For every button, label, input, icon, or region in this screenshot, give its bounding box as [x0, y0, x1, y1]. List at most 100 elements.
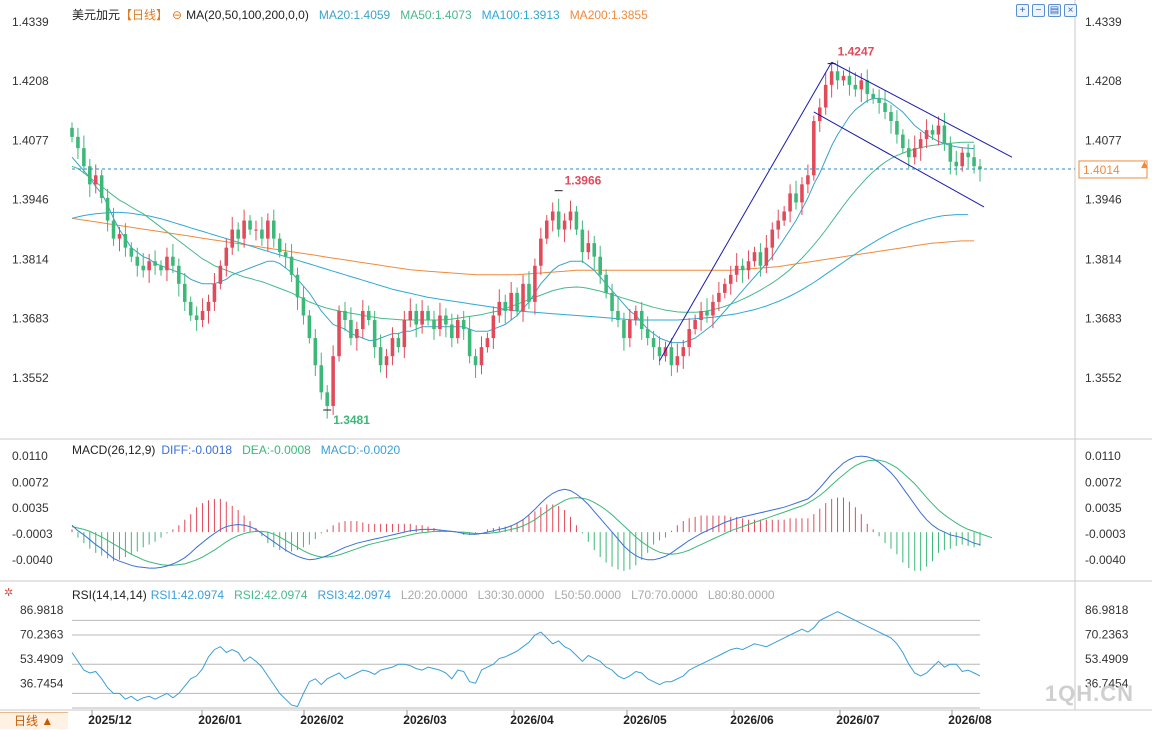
candle-body: [556, 211, 561, 230]
price-tick-left: 1.4339: [12, 15, 49, 29]
candle-body: [651, 338, 656, 348]
candle-body: [930, 130, 935, 135]
date-tick-label: 2026/07: [836, 713, 880, 727]
candle-body: [912, 148, 917, 158]
candle-body: [687, 329, 691, 348]
candle-body: [752, 252, 757, 262]
candle-body: [800, 184, 804, 203]
candle-body: [485, 338, 490, 348]
candle-body: [384, 356, 389, 366]
rsi-settings-icon[interactable]: ✲: [4, 587, 14, 599]
candle-body: [497, 301, 502, 316]
candle-body: [693, 320, 697, 330]
macd-tick-right: 0.0072: [1085, 475, 1122, 489]
candle-body: [901, 134, 905, 149]
candle-body: [521, 283, 525, 311]
candle-body: [473, 356, 478, 366]
candle-body: [580, 229, 585, 253]
macd-tick-right: -0.0003: [1085, 527, 1126, 541]
candle-body: [681, 347, 686, 357]
candle-body: [586, 243, 591, 253]
candle-body: [533, 265, 537, 302]
last-price-box: [1078, 160, 1148, 179]
candle-body: [817, 107, 822, 122]
candle-body: [212, 283, 217, 302]
candle-body: [942, 125, 947, 144]
candle-body: [123, 234, 128, 248]
candle-body: [467, 329, 472, 357]
date-tick-label: 2026/05: [623, 713, 667, 727]
ma100-line: [71, 211, 969, 321]
candle-body: [574, 211, 579, 230]
candle-body: [301, 297, 306, 316]
candle-body: [444, 315, 448, 325]
candle-body: [806, 175, 810, 185]
candle-body: [663, 347, 668, 357]
price-tick-right: 1.3683: [1085, 312, 1122, 326]
macd-tick-right: 0.0035: [1085, 501, 1122, 515]
candle-body: [325, 392, 329, 406]
price-tick-right: 1.4339: [1085, 15, 1122, 29]
period-tab[interactable]: 日线 ▲: [0, 712, 68, 729]
candle-body: [372, 320, 377, 348]
candle-body: [782, 211, 786, 221]
settings-icon[interactable]: ▤: [1048, 4, 1061, 17]
candle-body: [711, 301, 715, 316]
ma200-legend: MA200:1.3855: [569, 8, 648, 22]
period-label: 【日线】: [120, 8, 169, 22]
price-tick-left: 1.3552: [12, 371, 49, 385]
candle-body: [165, 256, 169, 271]
candle-body: [657, 347, 662, 357]
rsi-tick-left: 86.9818: [20, 603, 64, 617]
candle-body: [758, 252, 763, 266]
candle-body: [366, 310, 371, 321]
rsi2-legend: RSI2:42.0974: [234, 588, 308, 602]
candle-body: [592, 243, 597, 257]
candle-body: [764, 247, 769, 266]
ma100-legend: MA100:1.3913: [481, 8, 560, 22]
candle-body: [515, 292, 519, 311]
candle-body: [414, 310, 418, 325]
candle-body: [740, 265, 745, 271]
date-tick-label: 2026/03: [403, 713, 447, 727]
ma50-legend: MA50:1.4073: [400, 8, 472, 22]
candle-body: [853, 84, 858, 90]
toolbar: + − ▤ ×: [1016, 4, 1077, 17]
date-tick-label: 2026/06: [730, 713, 774, 727]
candle-body: [260, 229, 264, 239]
rsi-tick-right: 70.2363: [1085, 628, 1129, 642]
candle-body: [770, 229, 775, 248]
candle-body: [918, 139, 923, 149]
price-tick-right: 1.3552: [1085, 371, 1122, 385]
candle-body: [390, 338, 395, 357]
rsi-tick-right: 53.4909: [1085, 652, 1129, 666]
candle-body: [604, 274, 608, 293]
macd-tick-right: -0.0040: [1085, 553, 1126, 567]
candle-body: [248, 220, 252, 230]
main-legend: 美元加元【日线】 ⊖ MA(20,50,100,200,0,0) MA20:1.405…: [72, 6, 658, 23]
candle-body: [93, 175, 98, 185]
candle-body: [153, 261, 157, 266]
candle-body: [182, 283, 187, 302]
candle-body: [723, 283, 727, 293]
candle-body: [598, 256, 602, 275]
candle-body: [841, 75, 846, 81]
candle-body: [135, 256, 140, 266]
candle-body: [224, 247, 229, 266]
candle-body: [734, 265, 739, 275]
candle-body: [788, 193, 792, 212]
candle-body: [883, 102, 887, 112]
zoom-in-icon[interactable]: +: [1016, 4, 1029, 17]
price-tick-right: 1.4208: [1085, 74, 1122, 88]
candle-body: [266, 220, 270, 239]
circle-minus-icon[interactable]: ⊖: [172, 8, 183, 22]
close-icon[interactable]: ×: [1064, 4, 1077, 17]
candle-body: [639, 310, 644, 330]
candle-body: [289, 256, 294, 275]
candle-body: [432, 320, 436, 330]
candle-body: [675, 356, 680, 366]
candle-body: [396, 338, 401, 348]
candle-body: [307, 315, 312, 339]
candle-body: [194, 315, 199, 321]
zoom-out-icon[interactable]: −: [1032, 4, 1045, 17]
